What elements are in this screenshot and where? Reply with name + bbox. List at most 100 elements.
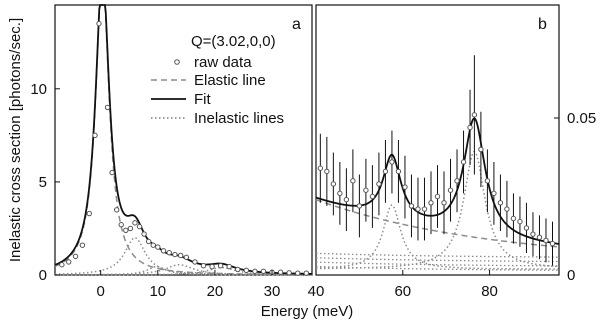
panel-b-raw-data-point xyxy=(350,178,356,184)
panel-b-x-tick-label: 80 xyxy=(481,283,498,300)
panel-b-raw-data-point xyxy=(330,181,337,187)
panel-b-raw-data-point xyxy=(491,190,497,197)
panel-a-raw-data-point xyxy=(123,227,129,234)
panel-a-raw-data-point xyxy=(192,259,198,265)
panel-b-raw-data-point xyxy=(467,124,473,131)
panel-b-baseline-line xyxy=(315,257,559,263)
panel-b-raw-data-point xyxy=(421,206,428,212)
legend: Q=(3.02,0,0) raw data Elastic line Fit I… xyxy=(151,33,284,127)
panel-a-raw-data-point xyxy=(277,269,284,275)
panel-b-baseline-line xyxy=(315,261,560,267)
panel-a-raw-data-point xyxy=(260,268,267,274)
panel-a-raw-data-point xyxy=(113,207,120,213)
panel-a-raw-data-point xyxy=(72,253,79,260)
panel-a-raw-data-point xyxy=(295,270,301,276)
panel-a-raw-data-point xyxy=(79,242,86,248)
panel-a-raw-data-point xyxy=(150,242,156,248)
panel-b-raw-data-point xyxy=(363,187,369,193)
panel-a-curves xyxy=(54,4,313,276)
panel-a-raw-data-point xyxy=(155,244,161,250)
panel-b-raw-data-point xyxy=(428,200,434,206)
panel-b-raw-data-point xyxy=(343,196,350,203)
panel-a-raw-data-point xyxy=(141,231,147,237)
panel-a-raw-data-point xyxy=(166,249,172,256)
panel-b-raw-data-point xyxy=(484,178,491,184)
panel-b-raw-data-point xyxy=(471,112,478,118)
panel-b-frame xyxy=(315,4,560,276)
panel-a-raw-data-point xyxy=(235,266,241,273)
panel-b-raw-data-point xyxy=(460,159,467,165)
panel-a-x-tick-label: 20 xyxy=(207,283,224,300)
panel-a-y-tick-label: 0 xyxy=(39,267,47,284)
panel-b-raw-data-point xyxy=(369,193,376,200)
panel-a-raw-data-point xyxy=(145,238,152,245)
panel-a-y-tick-label: 5 xyxy=(39,174,47,191)
panel-b-raw-data-point xyxy=(478,146,484,153)
panel-b-raw-data-point xyxy=(415,206,421,212)
panel-a-raw-data-point xyxy=(118,222,124,228)
panel-a-raw-data-point xyxy=(243,267,250,274)
panel-a-label: a xyxy=(292,16,301,33)
panel-b-elastic-line xyxy=(315,198,560,248)
panel-b-raw-data-point xyxy=(337,190,343,197)
panel-b-raw-data-point xyxy=(517,218,523,225)
panel-b-baseline-line xyxy=(315,265,559,271)
panel-a-raw-data-point xyxy=(200,262,207,269)
panel-a-raw-data-point xyxy=(217,262,224,269)
panel-b-raw-data-point xyxy=(389,159,395,165)
legend-raw-data-marker xyxy=(174,59,180,65)
x-axis-title: Energy (meV) xyxy=(261,303,354,320)
panel-a-fit-line xyxy=(54,4,313,275)
panel-b-baseline-line xyxy=(315,252,560,258)
panel-b-points xyxy=(317,55,556,266)
panel-a-x-tick-label: 10 xyxy=(149,283,166,300)
panel-a-raw-data-point xyxy=(286,270,292,276)
panel-b-raw-data-point xyxy=(356,203,363,209)
panel-a-raw-data-point xyxy=(303,270,309,276)
legend-raw-data-label: raw data xyxy=(194,54,252,71)
panel-a-raw-data-point xyxy=(160,248,167,254)
panel-b-x-tick-label: 40 xyxy=(308,283,325,300)
panel-a-raw-data-point xyxy=(109,169,115,176)
panel-a-raw-data-point xyxy=(226,263,232,270)
panel-b-raw-data-point xyxy=(376,181,382,187)
panel-b-raw-data-point xyxy=(447,187,454,193)
panel-b-raw-data-point xyxy=(317,165,324,171)
panel-a-raw-data-point xyxy=(252,268,258,274)
panel-b-axes: 40 60 80 0 0.05 xyxy=(308,110,597,300)
panel-b-y-tick-label: 0 xyxy=(567,267,575,284)
panel-b-y-tick-label: 0.05 xyxy=(567,110,596,127)
panel-b-x-tick-label: 60 xyxy=(394,283,411,300)
panel-b-raw-data-point xyxy=(454,178,460,184)
legend-elastic-line-label: Elastic line xyxy=(194,72,266,89)
panel-b-raw-data-point xyxy=(324,168,330,175)
legend-fit-label: Fit xyxy=(194,91,211,108)
y-axis-title: Inelastic cross section [photons/sec.] xyxy=(7,18,24,262)
panel-a-raw-data-point xyxy=(66,259,72,265)
panel-a-raw-data-point xyxy=(136,223,143,230)
panel-a-points xyxy=(59,20,309,276)
panel-b-raw-data-point xyxy=(549,240,556,247)
panel-a-y-tick-label: 10 xyxy=(30,81,47,98)
panel-a-raw-data-point xyxy=(96,20,102,27)
panel-b-raw-data-point xyxy=(434,193,441,200)
panel-b-raw-data-point xyxy=(441,200,447,206)
panel-a-raw-data-point xyxy=(177,252,184,259)
panel-b-raw-data-point xyxy=(402,184,408,190)
panel-a-raw-data-point xyxy=(86,210,92,217)
legend-inelastic-lines-label: Inelastic lines xyxy=(194,110,284,127)
panel-b-label: b xyxy=(538,16,547,33)
panel-a-raw-data-point xyxy=(59,262,65,268)
panel-b-raw-data-point xyxy=(523,225,530,231)
panel-a-raw-data-point xyxy=(104,104,111,111)
legend-title: Q=(3.02,0,0) xyxy=(191,33,276,50)
panel-a-raw-data-point xyxy=(183,254,190,261)
panel-a-inelastic-line-4 xyxy=(55,266,312,276)
panel-a-x-tick-label: 0 xyxy=(97,283,105,300)
panel-b-raw-data-point xyxy=(395,168,402,175)
panel-a-x-tick-label: 30 xyxy=(264,283,281,300)
panel-b-raw-data-point xyxy=(408,203,415,209)
panel-b-raw-data-point xyxy=(510,215,517,222)
panel-b-raw-data-point xyxy=(504,206,510,212)
